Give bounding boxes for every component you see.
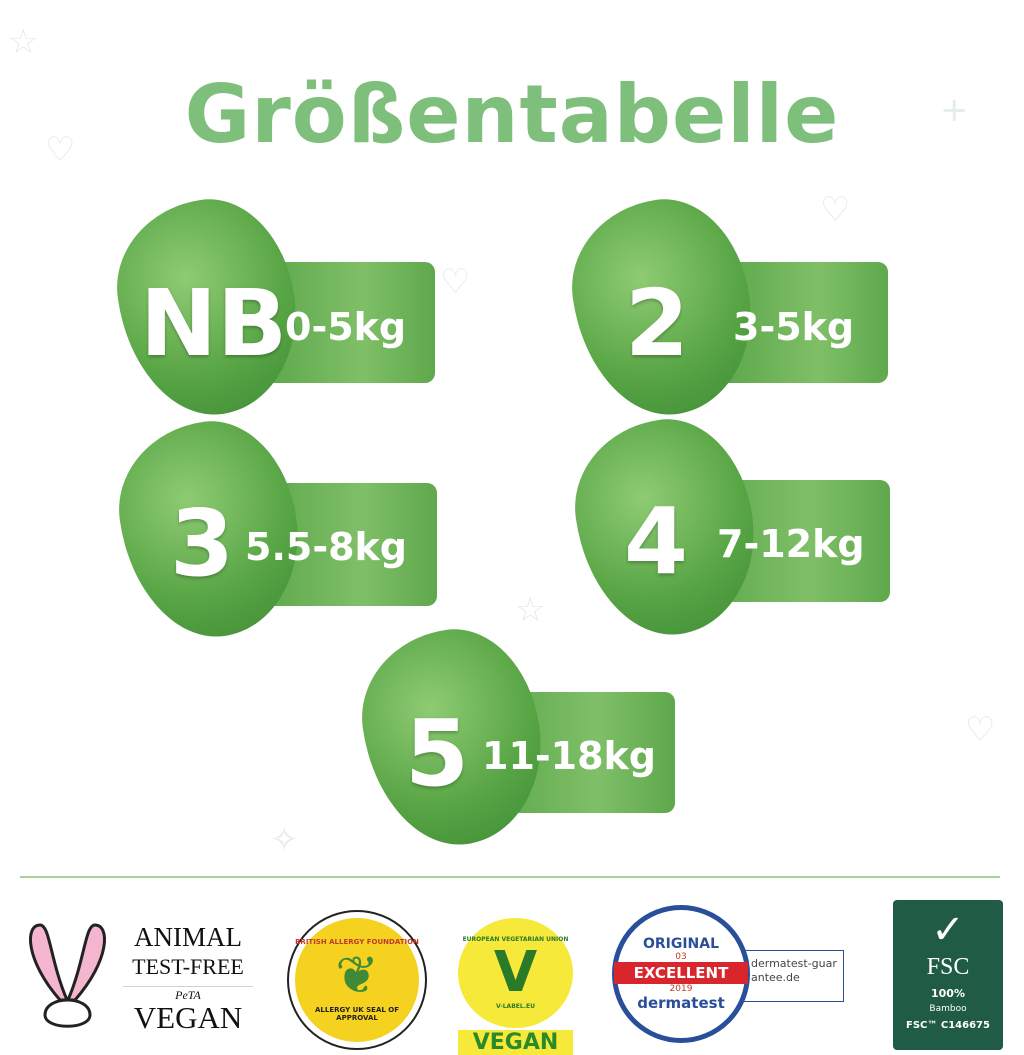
leaf-icon: ❦ — [335, 946, 379, 1006]
peta-line2: TEST-FREE — [132, 954, 244, 979]
fsc-name: FSC — [926, 954, 970, 980]
vegan-badge: VEGAN — [458, 1030, 573, 1055]
divider — [20, 876, 1000, 878]
page-title: Größentabelle — [184, 68, 840, 161]
allergy-bottom-text: ALLERGY UK SEAL OF APPROVAL — [314, 1006, 400, 1022]
peta-brand: PeTA — [123, 986, 253, 1003]
weight-range: 3-5kg — [733, 305, 855, 349]
dermatest-rating: EXCELLENT — [614, 962, 748, 984]
vlabel-bottom-text: V-LABEL.EU — [496, 1003, 535, 1010]
dermatest-year: 2019 — [669, 984, 693, 994]
size-badge-3: 3 5.5-8kg — [107, 410, 452, 649]
dermatest-top: ORIGINAL — [642, 936, 720, 952]
heart-icon: ♡ — [820, 190, 851, 230]
peta-logo: ANIMAL TEST-FREE PeTA VEGAN — [20, 900, 260, 1040]
peta-line1: ANIMAL — [134, 922, 242, 952]
weight-range: 11-18kg — [482, 734, 657, 778]
sparkle-icon: + — [940, 90, 969, 130]
dermatest-site: dermatest-guarantee.de — [742, 950, 844, 1002]
allergy-top-text: BRITISH ALLERGY FOUNDATION — [295, 938, 419, 946]
weight-range: 5.5-8kg — [245, 525, 408, 569]
size-label: 5 — [405, 700, 470, 807]
vlabel-top-text: EUROPEAN VEGETARIAN UNION — [462, 936, 569, 943]
fsc-material: Bamboo — [929, 1004, 967, 1014]
heart-icon: ♡ — [965, 710, 996, 750]
size-badge-5: 5 11-18kg — [350, 618, 695, 857]
peta-line3: VEGAN — [133, 1000, 243, 1035]
fsc-logo: ✓ FSC 100% Bamboo FSC™ C146675 — [893, 900, 1003, 1050]
allergy-uk-logo: BRITISH ALLERGY FOUNDATION ❦ ALLERGY UK … — [287, 910, 427, 1050]
size-badge-4: 4 7-12kg — [563, 408, 908, 647]
fsc-percent: 100% — [931, 987, 965, 1000]
v-label-logo: EUROPEAN VEGETARIAN UNION V V-LABEL.EU V… — [458, 918, 573, 1055]
star-icon: ☆ — [515, 590, 546, 630]
dermatest-num: 03 — [675, 952, 687, 962]
heart-icon: ♡ — [45, 130, 76, 170]
bunny-icon — [29, 923, 106, 1028]
size-label: 2 — [625, 270, 690, 377]
sparkle-icon: ✧ — [270, 820, 299, 860]
fsc-code: FSC™ C146675 — [906, 1020, 990, 1031]
star-icon: ☆ — [8, 22, 39, 62]
size-badge-2: 2 3-5kg — [560, 188, 905, 427]
dermatest-logo: dermatest-guarantee.de ORIGINAL 03 EXCEL… — [612, 905, 847, 1045]
weight-range: 7-12kg — [717, 522, 865, 566]
tree-check-icon: ✓ — [931, 907, 965, 953]
dermatest-brand: dermatest — [637, 994, 725, 1012]
size-badge-nb: NB 0-5kg — [105, 188, 450, 427]
size-label: 4 — [624, 488, 689, 595]
v-leaf-icon: V — [493, 940, 538, 1005]
weight-range: 0-5kg — [285, 305, 407, 349]
heart-icon: ♡ — [440, 262, 471, 302]
size-label: 3 — [170, 490, 235, 597]
size-label: NB — [140, 270, 288, 377]
